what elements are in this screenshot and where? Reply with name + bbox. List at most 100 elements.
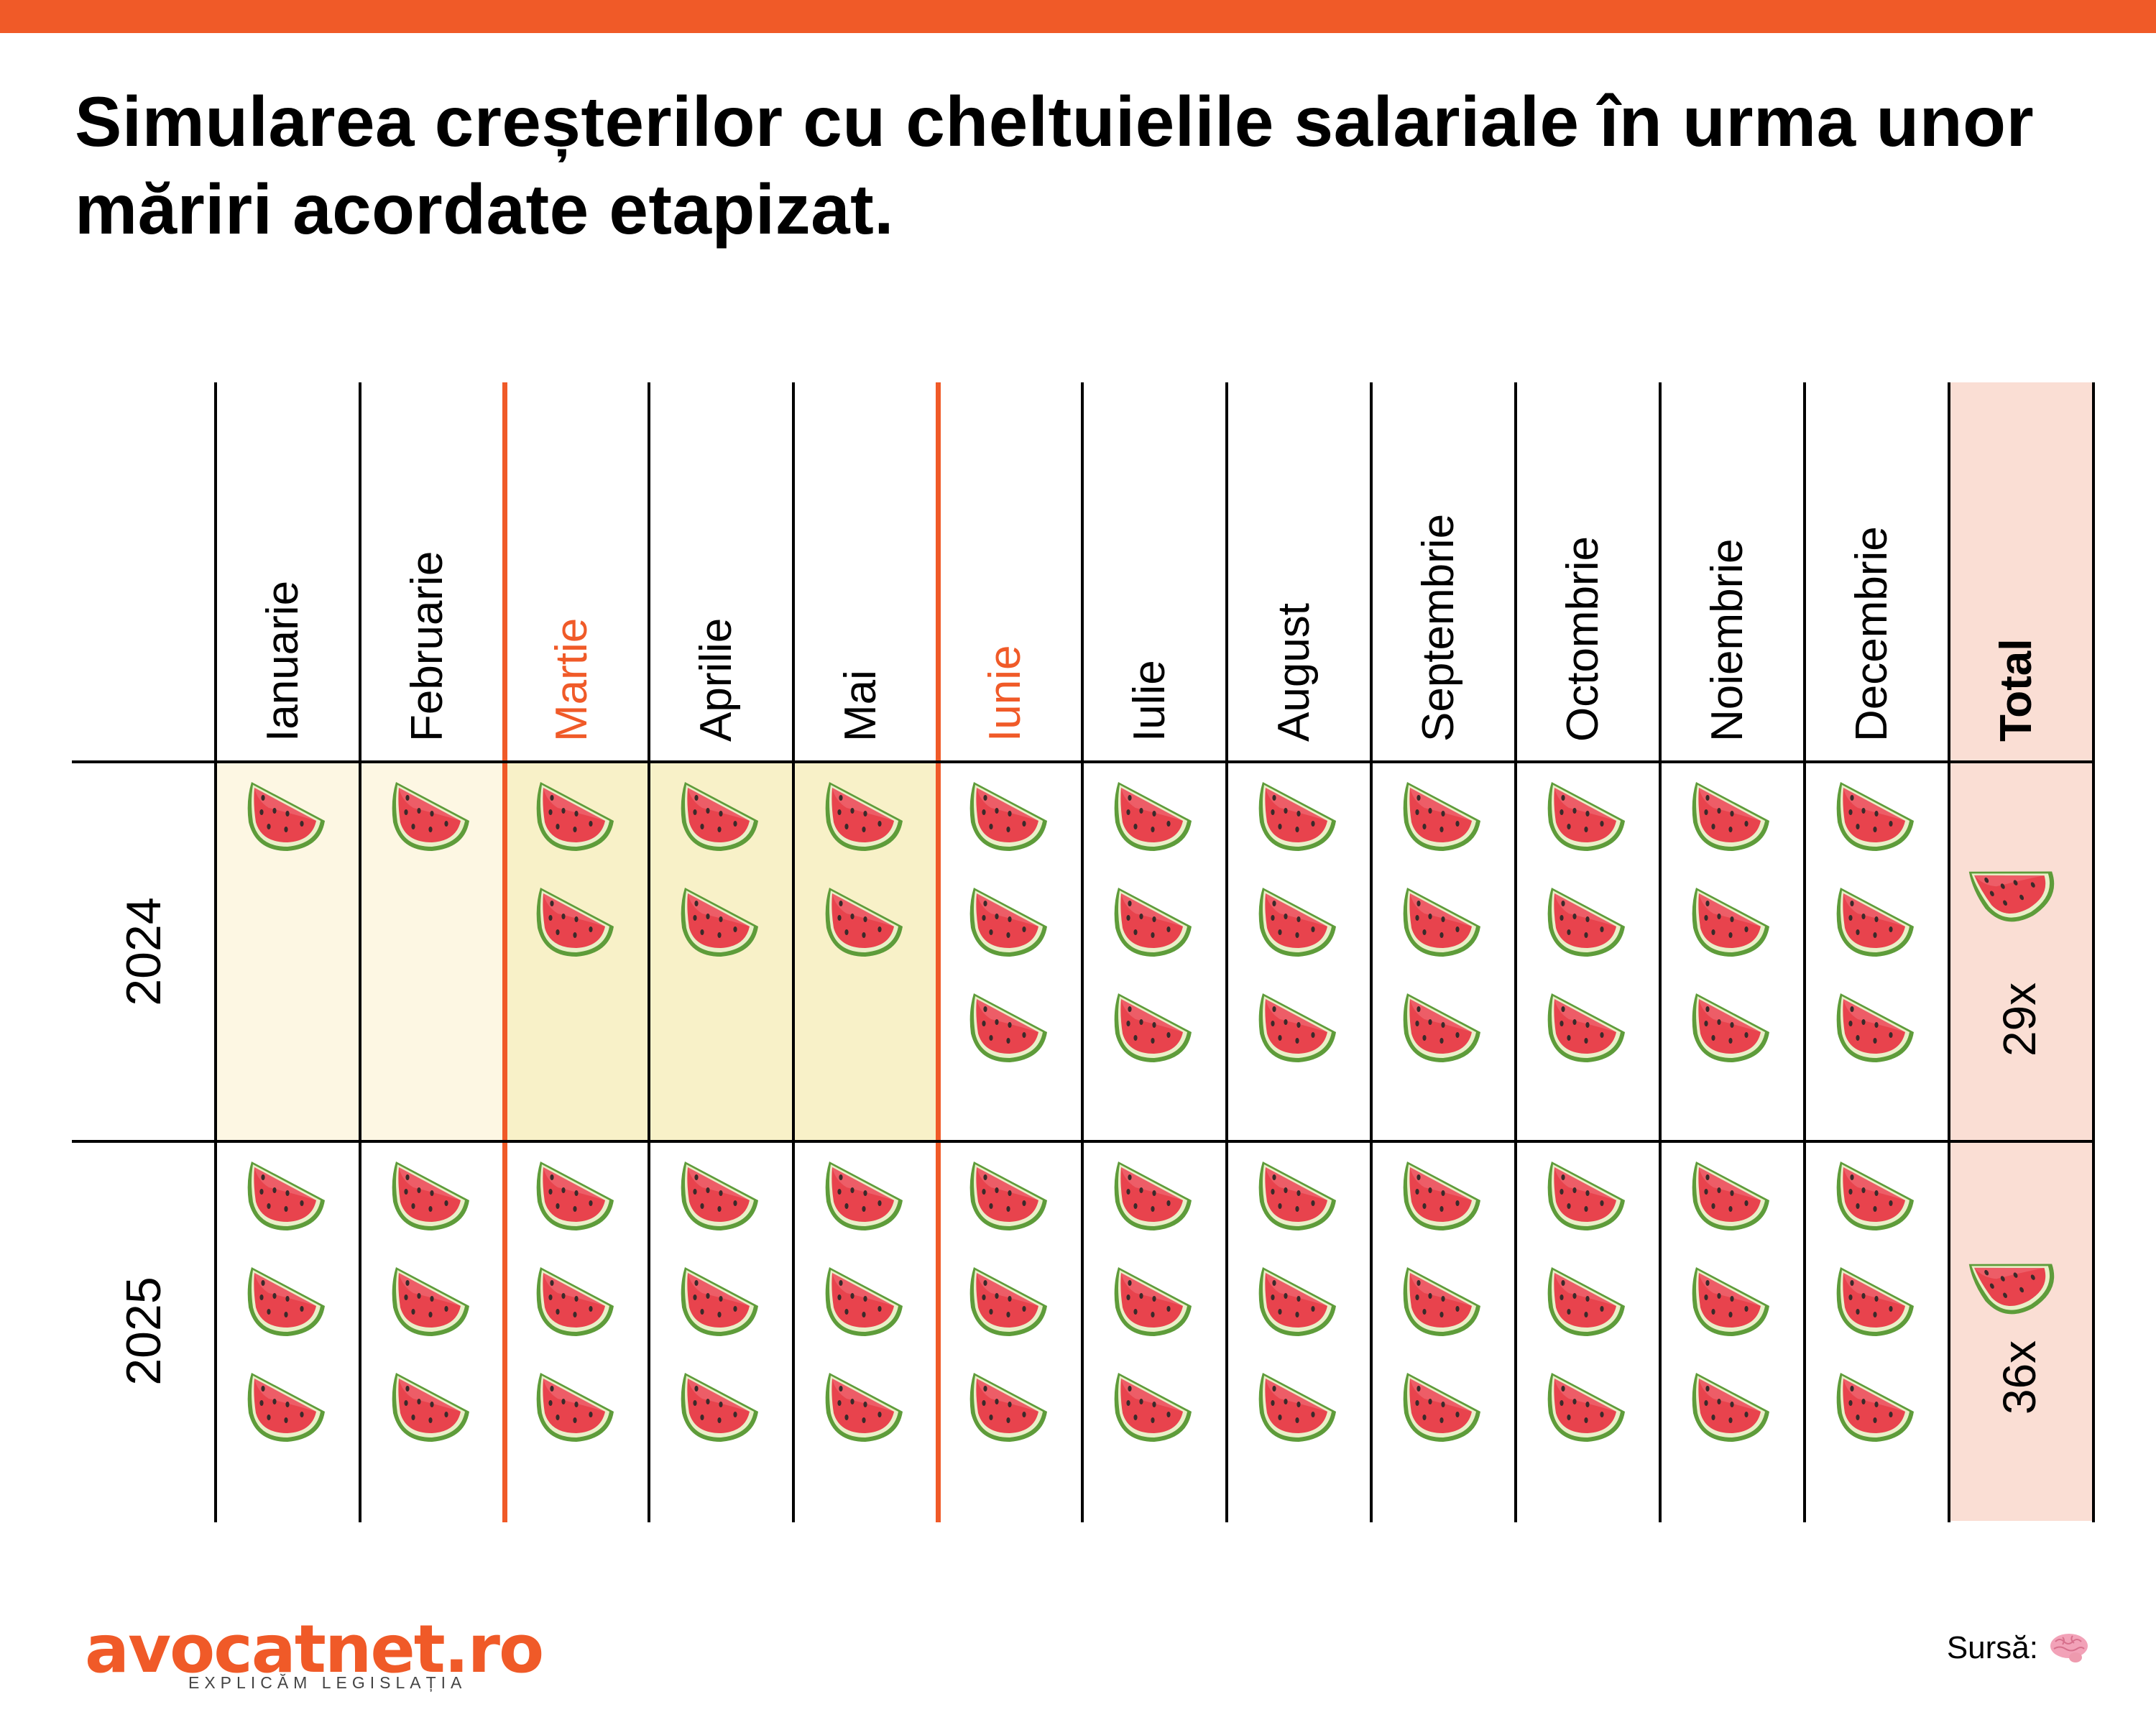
watermelon-icon [1829, 779, 1917, 854]
total-cell: 29x [1948, 762, 2093, 1141]
watermelon-icon [240, 1159, 328, 1233]
watermelon-icon [673, 1159, 761, 1233]
watermelon-icon [962, 1159, 1050, 1233]
column-divider [2092, 382, 2095, 1522]
watermelon-icon [818, 885, 906, 960]
watermelon-icon [962, 1370, 1050, 1445]
watermelon-icon [1107, 990, 1194, 1065]
month-header: Februarie [360, 382, 505, 742]
month-label: Ianuarie [257, 580, 308, 742]
watermelon-icon [1251, 779, 1339, 854]
avocatnet-logo[interactable]: avocatnet.ro [85, 1611, 544, 1688]
month-header: Ianuarie [216, 382, 360, 742]
watermelon-icon [1107, 1264, 1194, 1339]
month-label: Octombrie [1557, 536, 1608, 742]
header-divider [72, 760, 2093, 763]
watermelon-icon [673, 1264, 761, 1339]
month-label: Martie [546, 617, 596, 742]
year-label: 2025 [116, 1276, 171, 1386]
watermelon-icon [1396, 1370, 1483, 1445]
month-header: Octombrie [1516, 382, 1660, 742]
watermelon-icon [962, 990, 1050, 1065]
watermelon-icon [384, 1264, 472, 1339]
month-header: Iunie [938, 382, 1082, 742]
watermelon-icon [962, 779, 1050, 854]
column-divider [792, 382, 795, 1522]
watermelon-icon [1396, 1159, 1483, 1233]
month-label: Noiembrie [1702, 538, 1752, 742]
watermelon-icon [1540, 1159, 1628, 1233]
watermelon-icon [1829, 885, 1917, 960]
watermelon-icon [1251, 990, 1339, 1065]
watermelon-icon [1685, 885, 1772, 960]
page-title: Simularea creșterilor cu cheltuielile sa… [75, 82, 2035, 249]
column-divider [648, 382, 650, 1522]
top-accent-bar [0, 0, 2156, 33]
watermelon-icon [1829, 1159, 1917, 1233]
year-label: 2024 [116, 897, 171, 1006]
column-divider [1514, 382, 1517, 1522]
watermelon-icon [1396, 990, 1483, 1065]
brain-icon [2050, 1634, 2088, 1662]
watermelon-icon [1685, 990, 1772, 1065]
source-note: Sursă: [1947, 1630, 2090, 1666]
total-header: Total [1949, 382, 2093, 742]
total-count: 36x [1994, 1340, 2045, 1414]
watermelon-icon [384, 1370, 472, 1445]
column-divider [214, 382, 217, 1522]
watermelon-icon [818, 1264, 906, 1339]
watermelon-icon [1540, 990, 1628, 1065]
total-column-bg [1949, 382, 2093, 1521]
watermelon-icon [529, 1370, 617, 1445]
watermelon-icon [673, 1370, 761, 1445]
month-header: Martie [505, 382, 649, 742]
month-label: Iunie [980, 645, 1030, 742]
watermelon-icon [240, 1264, 328, 1339]
watermelon-icon [1396, 1264, 1483, 1339]
column-divider [1803, 382, 1806, 1522]
watermelon-icon [1685, 1370, 1772, 1445]
watermelon-icon [818, 1159, 906, 1233]
watermelon-icon [1540, 1370, 1628, 1445]
watermelon-icon [1107, 1370, 1194, 1445]
raise-marker-line [936, 382, 941, 1522]
month-label: August [1268, 602, 1319, 742]
column-divider [1948, 382, 1950, 1522]
watermelon-icon [673, 885, 761, 960]
watermelon-icon [1958, 833, 2070, 940]
watermelon-icon [962, 885, 1050, 960]
year-label-2025: 2025 [72, 1141, 216, 1521]
month-label: Februarie [402, 551, 452, 742]
watermelon-icon [1107, 885, 1194, 960]
watermelon-icon [673, 779, 761, 854]
month-header: Aprilie [649, 382, 793, 742]
month-header: Decembrie [1805, 382, 1949, 742]
watermelon-icon [384, 779, 472, 854]
column-divider [359, 382, 361, 1522]
month-header: Septembrie [1371, 382, 1516, 742]
watermelon-icon [1540, 779, 1628, 854]
source-label: Sursă: [1946, 1630, 2038, 1665]
watermelon-icon [529, 1264, 617, 1339]
month-label: Mai [835, 670, 885, 742]
month-label: Iulie [1124, 660, 1174, 742]
watermelon-icon [240, 779, 328, 854]
watermelon-icon [1685, 779, 1772, 854]
watermelon-icon [529, 1159, 617, 1233]
column-divider [1370, 382, 1373, 1522]
column-divider [1081, 382, 1084, 1522]
year-label-2024: 2024 [72, 762, 216, 1141]
watermelon-icon [1107, 779, 1194, 854]
watermelon-icon [1396, 779, 1483, 854]
watermelon-icon [1251, 1264, 1339, 1339]
logo-tagline: EXPLICĂM LEGISLAȚIA [188, 1673, 467, 1692]
watermelon-icon [1540, 1264, 1628, 1339]
watermelon-icon [1107, 1159, 1194, 1233]
watermelon-icon [1829, 1370, 1917, 1445]
total-cell: 36x [1948, 1141, 2093, 1521]
watermelon-icon [1958, 1225, 2070, 1333]
month-header: August [1227, 382, 1371, 742]
total-count: 29x [1994, 982, 2045, 1057]
watermelon-icon [1540, 885, 1628, 960]
